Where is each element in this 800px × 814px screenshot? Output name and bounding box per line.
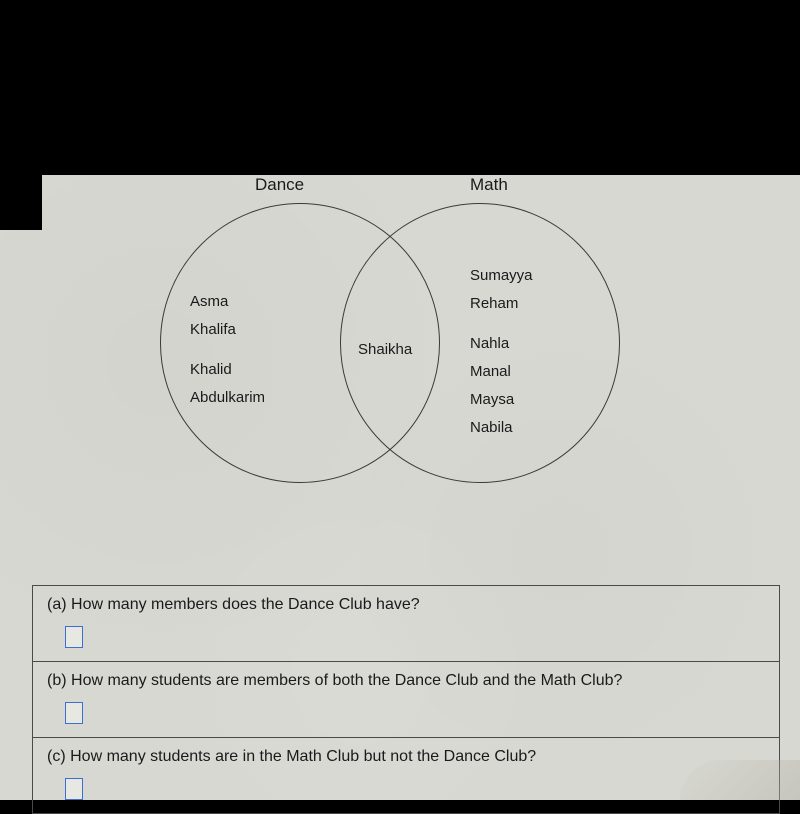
question-letter: (a): [47, 596, 67, 613]
question-row-b: (b) How many students are members of bot…: [33, 662, 779, 738]
venn-left-name: Asma: [190, 293, 228, 310]
question-row-a: (a) How many members does the Dance Club…: [33, 586, 779, 662]
venn-right-name: Manal: [470, 363, 511, 380]
answer-input-b[interactable]: [65, 702, 83, 724]
answer-input-c[interactable]: [65, 778, 83, 800]
venn-right-name: Nabila: [470, 419, 513, 436]
venn-right-name: Reham: [470, 295, 518, 312]
top-black-bar: [0, 0, 800, 175]
venn-intersection-name: Shaikha: [358, 341, 412, 358]
venn-diagram: Dance Math Asma Khalifa Khalid Abdulkari…: [140, 175, 700, 545]
venn-left-name: Khalifa: [190, 321, 236, 338]
venn-left-name: Abdulkarim: [190, 389, 265, 406]
venn-right-name: Maysa: [470, 391, 514, 408]
corner-shadow: [680, 760, 800, 800]
answer-input-a[interactable]: [65, 626, 83, 648]
questions-table: (a) How many members does the Dance Club…: [32, 585, 780, 814]
question-letter: (b): [47, 672, 67, 689]
venn-right-name: Nahla: [470, 335, 509, 352]
question-letter: (c): [47, 748, 66, 765]
left-black-notch: [0, 175, 42, 230]
venn-left-name: Khalid: [190, 361, 232, 378]
question-text: (a) How many members does the Dance Club…: [47, 596, 765, 614]
venn-right-label: Math: [470, 175, 508, 195]
venn-right-name: Sumayya: [470, 267, 533, 284]
question-body: How many members does the Dance Club hav…: [71, 596, 420, 613]
question-text: (c) How many students are in the Math Cl…: [47, 748, 765, 766]
worksheet-paper: Dance Math Asma Khalifa Khalid Abdulkari…: [0, 175, 800, 800]
question-body: How many students are in the Math Club b…: [70, 748, 536, 765]
question-body: How many students are members of both th…: [71, 672, 622, 689]
venn-left-label: Dance: [255, 175, 304, 195]
question-row-c: (c) How many students are in the Math Cl…: [33, 738, 779, 813]
question-text: (b) How many students are members of bot…: [47, 672, 765, 690]
